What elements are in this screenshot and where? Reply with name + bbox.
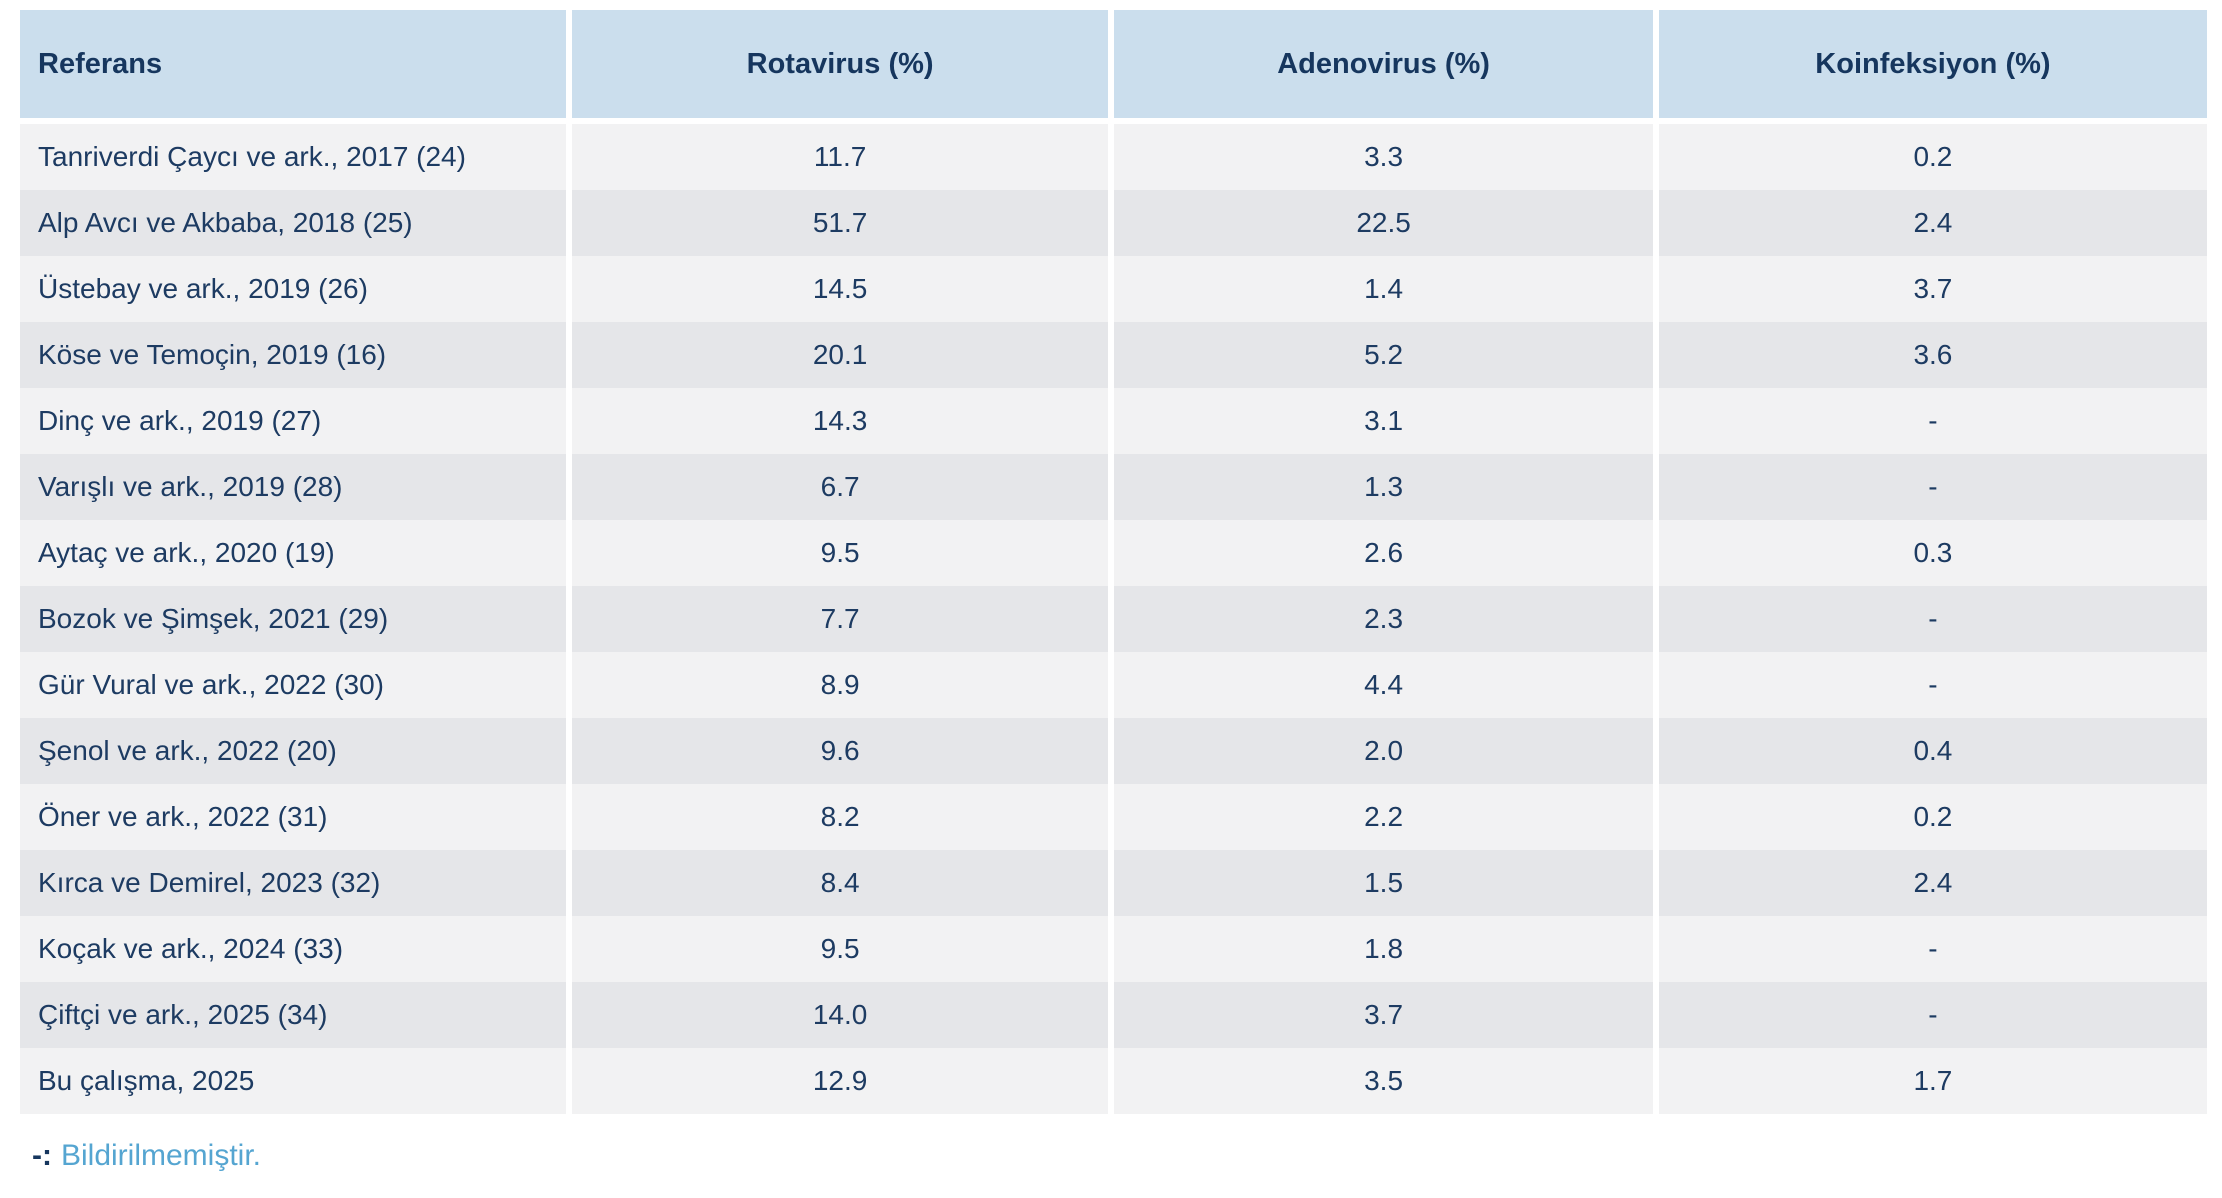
cell-rotavirus: 8.9 (568, 652, 1115, 718)
header-row: Referans Rotavirus (%) Adenovirus (%) Ko… (20, 10, 2207, 124)
cell-rotavirus: 6.7 (568, 454, 1115, 520)
table-row: Gür Vural ve ark., 2022 (30) 8.9 4.4- (20, 652, 2207, 718)
cell-referans: Gür Vural ve ark., 2022 (30) (20, 652, 572, 718)
cell-adenovirus: 2.6 (1111, 520, 1659, 586)
column-header-referans: Referans (20, 10, 572, 124)
column-header-rotavirus: Rotavirus (%) (568, 10, 1115, 124)
cell-referans: Dinç ve ark., 2019 (27) (20, 388, 572, 454)
cell-koinfeksiyon: 0.3 (1655, 520, 2207, 586)
cell-adenovirus: 2.2 (1111, 784, 1659, 850)
cell-referans: Kırca ve Demirel, 2023 (32) (20, 850, 572, 916)
table-row: Koçak ve ark., 2024 (33) 9.5 1.8- (20, 916, 2207, 982)
cell-referans: Bozok ve Şimşek, 2021 (29) (20, 586, 572, 652)
cell-adenovirus: 3.1 (1111, 388, 1659, 454)
cell-rotavirus: 14.3 (568, 388, 1115, 454)
cell-referans: Varışlı ve ark., 2019 (28) (20, 454, 572, 520)
cell-koinfeksiyon: 2.4 (1655, 850, 2207, 916)
cell-rotavirus: 8.4 (568, 850, 1115, 916)
cell-koinfeksiyon: - (1655, 652, 2207, 718)
cell-referans: Çiftçi ve ark., 2025 (34) (20, 982, 572, 1048)
cell-adenovirus: 1.3 (1111, 454, 1659, 520)
table-row: Öner ve ark., 2022 (31) 8.2 2.2 0.2 (20, 784, 2207, 850)
cell-koinfeksiyon: - (1655, 916, 2207, 982)
table-row: Bu çalışma, 2025 12.9 3.5 1.7 (20, 1048, 2207, 1114)
cell-rotavirus: 9.6 (568, 718, 1115, 784)
cell-rotavirus: 9.5 (568, 916, 1115, 982)
table-row: Kırca ve Demirel, 2023 (32) 8.4 1.5 2.4 (20, 850, 2207, 916)
cell-koinfeksiyon: 2.4 (1655, 190, 2207, 256)
column-header-adenovirus: Adenovirus (%) (1111, 10, 1659, 124)
cell-adenovirus: 5.2 (1111, 322, 1659, 388)
cell-adenovirus: 1.5 (1111, 850, 1659, 916)
cell-referans: Üstebay ve ark., 2019 (26) (20, 256, 572, 322)
cell-koinfeksiyon: 3.7 (1655, 256, 2207, 322)
cell-rotavirus: 14.0 (568, 982, 1115, 1048)
cell-adenovirus: 4.4 (1111, 652, 1659, 718)
column-header-koinfeksiyon: Koinfeksiyon (%) (1655, 10, 2207, 124)
cell-koinfeksiyon: - (1655, 982, 2207, 1048)
cell-rotavirus: 14.5 (568, 256, 1115, 322)
cell-koinfeksiyon: - (1655, 454, 2207, 520)
table-row: Tanriverdi Çaycı ve ark., 2017 (24) 11.7 3… (20, 121, 2207, 190)
cell-adenovirus: 3.5 (1111, 1048, 1659, 1114)
cell-referans: Alp Avcı ve Akbaba, 2018 (25) (20, 190, 572, 256)
cell-rotavirus: 9.5 (568, 520, 1115, 586)
cell-adenovirus: 2.0 (1111, 718, 1659, 784)
cell-adenovirus: 22.5 (1111, 190, 1659, 256)
table-row: Dinç ve ark., 2019 (27) 14.3 3.1- (20, 388, 2207, 454)
cell-adenovirus: 1.4 (1111, 256, 1659, 322)
cell-rotavirus: 51.7 (568, 190, 1115, 256)
cell-referans: Aytaç ve ark., 2020 (19) (20, 520, 572, 586)
table-row: Şenol ve ark., 2022 (20) 9.6 2.0 0.4 (20, 718, 2207, 784)
cell-referans: Şenol ve ark., 2022 (20) (20, 718, 572, 784)
table-row: Çiftçi ve ark., 2025 (34) 14.0 3.7- (20, 982, 2207, 1048)
comparison-table: Referans Rotavirus (%) Adenovirus (%) Ko… (20, 10, 2207, 1114)
cell-koinfeksiyon: 1.7 (1655, 1048, 2207, 1114)
table-row: Köse ve Temoçin, 2019 (16) 20.1 5.2 3.6 (20, 322, 2207, 388)
cell-referans: Köse ve Temoçin, 2019 (16) (20, 322, 572, 388)
cell-referans: Öner ve ark., 2022 (31) (20, 784, 572, 850)
cell-referans: Koçak ve ark., 2024 (33) (20, 916, 572, 982)
table-row: Üstebay ve ark., 2019 (26) 14.5 1.4 3.7 (20, 256, 2207, 322)
cell-adenovirus: 3.3 (1111, 121, 1659, 190)
cell-referans: Bu çalışma, 2025 (20, 1048, 572, 1114)
footnote-text: Bildirilmemiştir. (60, 1139, 261, 1172)
table-row: Aytaç ve ark., 2020 (19) 9.5 2.6 0.3 (20, 520, 2207, 586)
cell-adenovirus: 2.3 (1111, 586, 1659, 652)
cell-rotavirus: 11.7 (568, 121, 1115, 190)
cell-rotavirus: 7.7 (568, 586, 1115, 652)
table-body: Tanriverdi Çaycı ve ark., 2017 (24) 11.7 3… (20, 121, 2207, 1114)
table-row: Alp Avcı ve Akbaba, 2018 (25) 51.7 22.5 2.4 (20, 190, 2207, 256)
cell-koinfeksiyon: - (1655, 388, 2207, 454)
cell-rotavirus: 20.1 (568, 322, 1115, 388)
cell-adenovirus: 1.8 (1111, 916, 1659, 982)
table-row: Bozok ve Şimşek, 2021 (29) 7.7 2.3- (20, 586, 2207, 652)
footnote: -: Bildirilmemiştir. (32, 1138, 2207, 1174)
cell-adenovirus: 3.7 (1111, 982, 1659, 1048)
table-row: Varışlı ve ark., 2019 (28) 6.7 1.3- (20, 454, 2207, 520)
cell-referans: Tanriverdi Çaycı ve ark., 2017 (24) (20, 121, 572, 190)
cell-rotavirus: 8.2 (568, 784, 1115, 850)
footnote-dash-symbol: -: (32, 1139, 52, 1172)
cell-koinfeksiyon: 0.2 (1655, 121, 2207, 190)
cell-koinfeksiyon: 0.2 (1655, 784, 2207, 850)
cell-rotavirus: 12.9 (568, 1048, 1115, 1114)
cell-koinfeksiyon: - (1655, 586, 2207, 652)
cell-koinfeksiyon: 0.4 (1655, 718, 2207, 784)
cell-koinfeksiyon: 3.6 (1655, 322, 2207, 388)
